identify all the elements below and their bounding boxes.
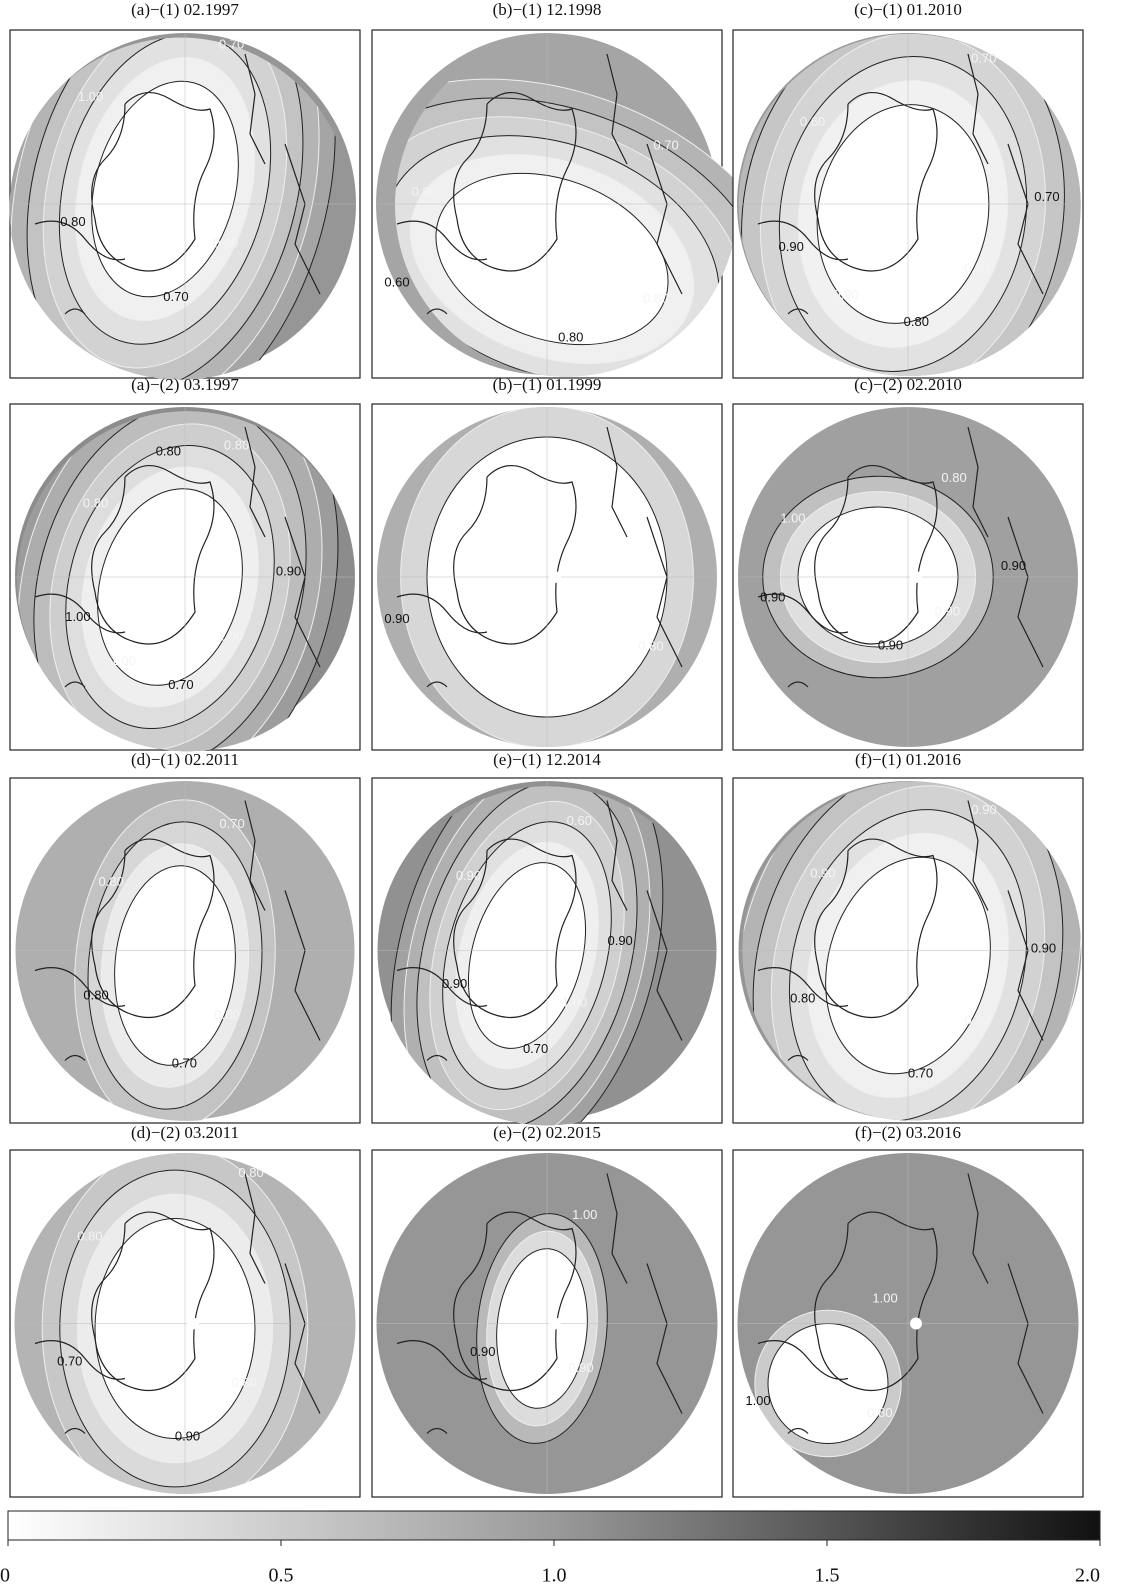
contour-label: 0.70: [163, 289, 188, 304]
contour-label: 0.70: [971, 50, 996, 65]
contour-label: 1.00: [745, 1393, 770, 1408]
contour-label: 0.80: [99, 874, 124, 889]
contour-label: 1.00: [780, 510, 805, 525]
contour-label: 0.90: [213, 235, 238, 250]
panel-title: (f)−(2) 03.2016: [855, 1123, 961, 1142]
contour-label: 0.80: [790, 990, 815, 1005]
map-panel: (c)−(2) 02.2010 0.90 0.90 0.80 0.90 1.00 0.90: [733, 375, 1083, 750]
contour-label: 0.70: [908, 1066, 933, 1081]
pole-dot: [187, 1318, 199, 1330]
contour-label: 0.80: [83, 495, 108, 510]
contour-label: 0.80: [224, 438, 249, 453]
contour-label: 0.70: [172, 1056, 197, 1071]
contour-label: 0.90: [442, 976, 467, 991]
contour-label: 0.80: [558, 329, 583, 344]
pole-dot: [549, 1318, 561, 1330]
contour-label: 0.80: [83, 987, 108, 1002]
panel-title: (e)−(2) 02.2015: [493, 1123, 601, 1142]
panel-title: (a)−(2) 03.1997: [131, 375, 239, 394]
panel-title: (b)−(1) 12.1998: [493, 0, 602, 19]
panel-title: (d)−(1) 02.2011: [131, 750, 239, 769]
contour-label: 0.80: [638, 638, 663, 653]
contour-label: 0.80: [867, 1405, 892, 1420]
panel-title: (f)−(1) 01.2016: [855, 750, 961, 769]
contour-label: 1.00: [78, 89, 103, 104]
contour-band: [95, 1219, 255, 1439]
colorbar-tick-label: 1.5: [815, 1565, 840, 1587]
contour-label: 0.80: [232, 1375, 257, 1390]
contour-label: 0.70: [219, 816, 244, 831]
map-panel: (f)−(2) 03.2016 0.80 1.00 1.00: [733, 1123, 1083, 1497]
contour-label: 0.90: [276, 564, 301, 579]
contour-label: 0.90: [175, 1429, 200, 1444]
pole-dot: [549, 571, 561, 583]
contour-label: 0.70: [219, 36, 244, 51]
contour-label: 0.90: [760, 590, 785, 605]
contour-label: 0.90: [568, 1360, 593, 1375]
contour-label: 0.90: [965, 1012, 990, 1027]
contour-label: 0.70: [57, 1353, 82, 1368]
contour-label: 0.90: [607, 933, 632, 948]
colorbar-tick-label: 0: [0, 1565, 10, 1587]
contour-label: 0.90: [456, 868, 481, 883]
map-panel: (b)−(1) 01.1999 0.80 0.90: [372, 375, 722, 750]
colorbar-tick-label: 1.0: [542, 1565, 567, 1587]
colorbar-tick-label: 2.0: [1075, 1565, 1100, 1587]
contour-label: 1.00: [562, 994, 587, 1009]
pole-dot: [910, 571, 922, 583]
contour-label: 1.00: [111, 653, 136, 668]
map-panel: (a)−(2) 03.1997 1.00 1.00 0.80 0.70 0.80 0.90 1…: [0, 321, 387, 853]
colorbar-tick-label: 0.5: [269, 1565, 294, 1587]
contour-label: 0.90: [878, 638, 903, 653]
contour-label: 0.90: [779, 239, 804, 254]
contour-label: 0.80: [941, 470, 966, 485]
contour-label: 0.60: [384, 275, 409, 290]
contour-label: 1.00: [65, 609, 90, 624]
contour-label: 0.90: [971, 802, 996, 817]
map-panel: (d)−(2) 03.2011 0.80 0.70 0.80 0.90 0.80: [10, 1123, 360, 1511]
contour-label: 0.80: [238, 1165, 263, 1180]
contour-label: 0.80: [904, 314, 929, 329]
contour-label: 0.80: [156, 443, 181, 458]
pole-dot: [910, 1318, 922, 1330]
contour-label: 0.90: [964, 260, 989, 275]
colorbar: [8, 1511, 1100, 1540]
contour-label: 0.60: [567, 813, 592, 828]
panel-title: (c)−(2) 02.2010: [854, 375, 962, 394]
contour-label: 1.00: [572, 1207, 597, 1222]
page: {"panels": [ {"title": "(a)−(1) 02.1997"…: [0, 0, 1125, 1590]
contour-band: [768, 1324, 888, 1444]
contour-label: 0.90: [935, 603, 960, 618]
contour-label: 0.70: [168, 677, 193, 692]
panel-title: (c)−(1) 01.2010: [854, 0, 962, 19]
contour-label: 0.80: [643, 290, 668, 305]
contour-label: 1.00: [218, 628, 243, 643]
panel-title: (e)−(1) 12.2014: [493, 750, 601, 769]
contour-label: 0.70: [1034, 189, 1059, 204]
contour-label: 0.70: [523, 1041, 548, 1056]
contour-label: 0.90: [470, 1344, 495, 1359]
contour-label: 0.80: [60, 214, 85, 229]
panel-title: (d)−(2) 03.2011: [131, 1123, 239, 1142]
contour-label: 0.80: [214, 1007, 239, 1022]
contour-label: 0.70: [653, 138, 678, 153]
contour-label: 0.90: [1031, 941, 1056, 956]
contour-label: 1.00: [872, 1290, 897, 1305]
map-panel: (d)−(1) 02.2011 0.80 0.80 0.70 0.70 0.80: [10, 750, 360, 1140]
panel-title: (b)−(1) 01.1999: [493, 375, 602, 394]
contour-label: 0.90: [810, 866, 835, 881]
contour-label: 0.90: [833, 287, 858, 302]
contour-label: 0.80: [77, 1229, 102, 1244]
contour-label: 0.90: [384, 611, 409, 626]
contours: [42, 1146, 308, 1511]
contour-label: 0.60: [800, 114, 825, 129]
contour-label: 0.90: [412, 184, 437, 199]
panel-title: (a)−(1) 02.1997: [131, 0, 239, 19]
contour-label: 0.90: [1001, 558, 1026, 573]
figure: (a)−(1) 02.19970.900.800.700.701.00(b)−(…: [0, 0, 1125, 1590]
map-panel: (e)−(2) 02.2015 0.90 0.90 1.00: [372, 1123, 722, 1497]
